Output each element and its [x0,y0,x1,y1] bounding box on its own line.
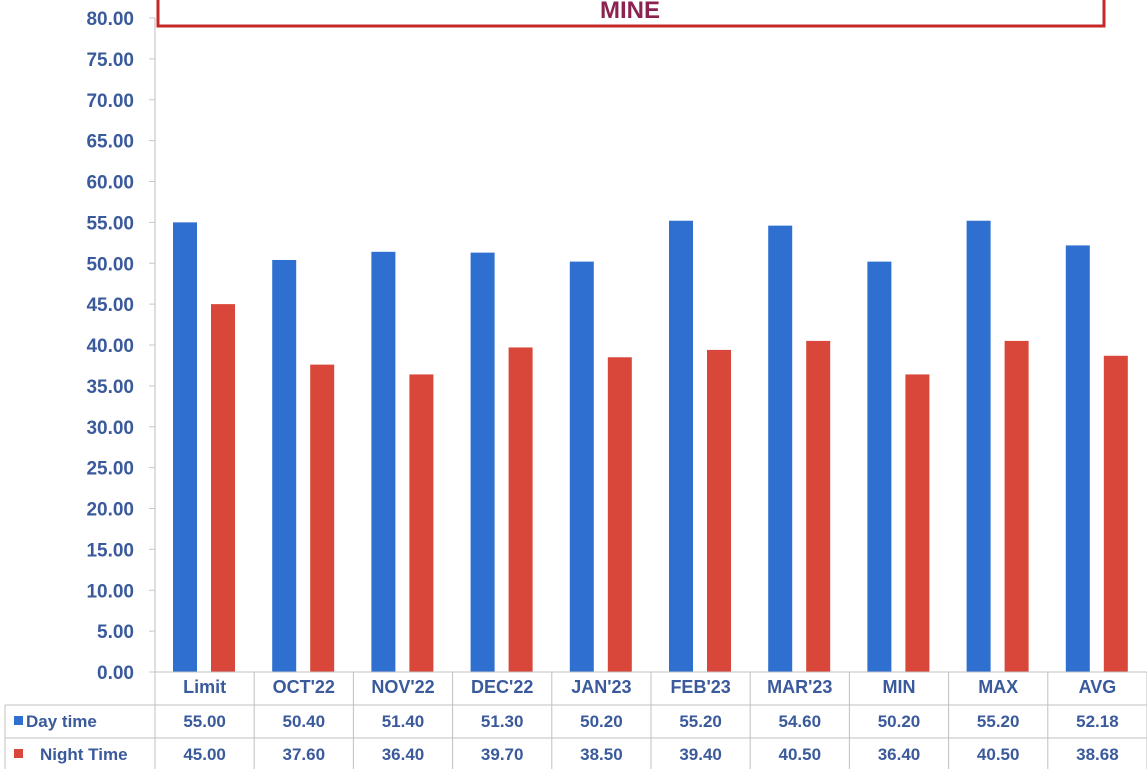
night-time-bar [905,374,930,672]
y-tick-label: 25.00 [86,459,134,480]
night-time-value: 40.50 [779,745,822,764]
night-time-value: 38.50 [580,745,623,764]
y-tick-label: 40.00 [86,336,134,357]
legend-day-time-swatch [14,716,23,725]
night-time-value: 38.68 [1076,745,1119,764]
legend-night-time-label: Night Time [40,745,128,764]
y-tick-label: 70.00 [86,91,134,112]
day-time-value: 51.40 [382,712,425,731]
legend-night-time-swatch [14,749,23,758]
category-label: Limit [183,677,226,697]
night-time-bar [409,374,434,672]
chart-title-box: MINE [156,0,1106,28]
night-time-bar [607,357,632,672]
day-time-value: 55.00 [183,712,226,731]
day-time-bar [1065,245,1090,672]
category-label: FEB'23 [670,677,730,697]
day-time-bar [272,259,297,672]
category-label: AVG [1079,677,1117,697]
y-tick-label: 55.00 [86,213,134,234]
night-time-value: 36.40 [878,745,921,764]
day-time-bar [669,220,693,673]
category-label: DEC'22 [471,677,533,697]
category-label: MAX [978,677,1018,697]
day-time-bar [966,220,991,673]
night-time-bar [707,349,731,672]
night-time-value: 37.60 [283,745,326,764]
night-time-bar [211,304,235,672]
y-axis: 0.00 5.00 10.00 15.00 20.00 25.00 30.00 35.00 40… [86,9,156,684]
night-time-value: 40.50 [977,745,1020,764]
y-tick-label: 60.00 [86,173,134,194]
y-tick-label: 15.00 [86,540,134,561]
y-tick-label: 65.00 [86,132,134,153]
night-time-bar [1103,355,1128,672]
y-tick-label: 20.00 [86,500,134,521]
night-time-bar [806,340,831,672]
night-time-value: 36.40 [382,745,425,764]
day-time-value: 52.18 [1076,712,1119,731]
night-time-value: 45.00 [183,745,226,764]
category-label: MIN [883,677,916,697]
y-tick-label: 45.00 [86,295,134,316]
y-tick-label: 5.00 [97,622,134,643]
night-time-value: 39.40 [679,745,722,764]
day-time-bar [173,222,197,672]
category-label: JAN'23 [571,677,631,697]
day-time-value: 55.20 [977,712,1020,731]
day-time-value: 55.20 [679,712,722,731]
y-tick-label: 50.00 [86,254,134,275]
y-tick-label: 35.00 [86,377,134,398]
y-tick-label: 30.00 [86,418,134,439]
y-tick-label: 75.00 [86,50,134,71]
day-time-value: 51.30 [481,712,524,731]
bars [173,220,1128,673]
night-time-bar [1004,340,1029,672]
day-time-value: 50.20 [878,712,921,731]
category-label: OCT'22 [273,677,335,697]
day-time-bar [867,261,892,672]
day-time-bar [768,225,793,672]
night-time-bar [310,364,335,672]
day-time-bar [371,251,396,672]
category-label: NOV'22 [371,677,434,697]
day-time-value: 54.60 [779,712,822,731]
legend-day-time-label: Day time [26,712,97,731]
night-time-value: 39.70 [481,745,524,764]
day-time-bar [470,252,495,672]
y-tick-label: 80.00 [86,9,134,30]
data-table: Limit OCT'22 NOV'22 DEC'22 JAN'23 FEB'23 MAR'2… [4,671,1147,769]
y-tick-label: 0.00 [97,663,134,684]
day-time-value: 50.40 [283,712,326,731]
category-label: MAR'23 [767,677,832,697]
night-time-bar [508,347,533,672]
y-tick-label: 10.00 [86,581,134,602]
day-time-bar [569,261,594,672]
chart-title: MINE [600,0,660,24]
day-time-value: 50.20 [580,712,623,731]
